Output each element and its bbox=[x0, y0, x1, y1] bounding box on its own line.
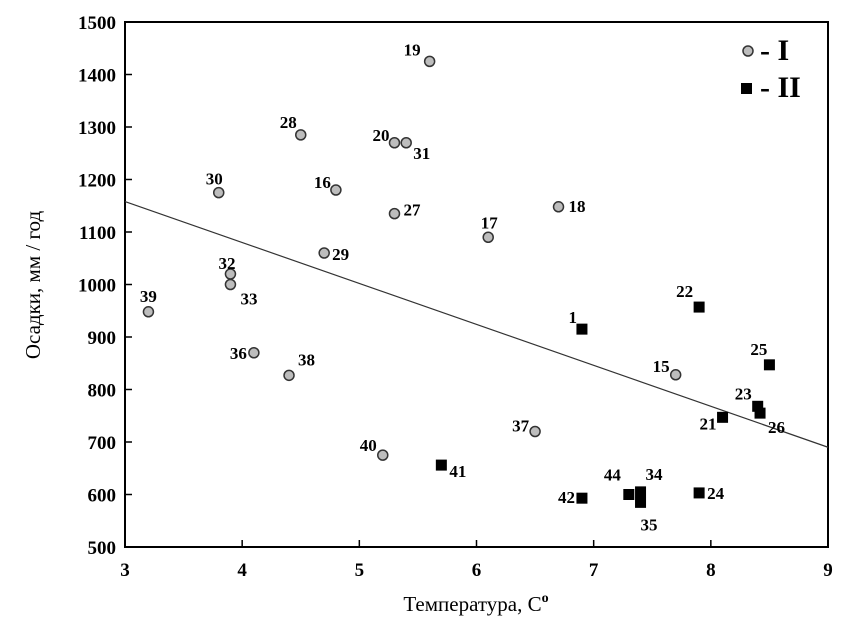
point-label: 39 bbox=[140, 287, 157, 306]
point-label: 36 bbox=[230, 344, 247, 363]
data-point-circle bbox=[482, 231, 494, 243]
point-label: 17 bbox=[481, 213, 499, 232]
data-point-square bbox=[635, 486, 647, 498]
point-label: 44 bbox=[604, 466, 622, 485]
x-tick-label: 7 bbox=[589, 560, 599, 581]
point-label: 35 bbox=[641, 515, 658, 534]
point-label: 31 bbox=[413, 144, 430, 163]
point-label: 29 bbox=[332, 245, 349, 264]
data-point-circle bbox=[330, 184, 342, 196]
data-point-circle bbox=[669, 369, 682, 381]
point-label: 37 bbox=[512, 417, 530, 436]
y-tick-label: 1200 bbox=[78, 171, 116, 192]
point-label: 22 bbox=[676, 282, 693, 301]
point-label: 18 bbox=[569, 197, 586, 216]
legend-label-2: - II bbox=[760, 71, 801, 104]
data-point-circle bbox=[388, 207, 401, 220]
ticks-layer: 3 4 5 6 7 8 9500600700800900100011001200130014… bbox=[78, 13, 833, 581]
data-point-square bbox=[754, 407, 766, 419]
data-point-square bbox=[576, 323, 588, 335]
legend-label-1: - I bbox=[760, 34, 789, 67]
legend-marker-square bbox=[741, 83, 752, 94]
trend-layer bbox=[124, 200, 829, 448]
data-point-square bbox=[763, 359, 775, 371]
point-label: 41 bbox=[449, 462, 466, 481]
y-tick-label: 800 bbox=[88, 381, 117, 402]
data-point-circle bbox=[400, 137, 412, 149]
y-tick-label: 1000 bbox=[78, 276, 116, 297]
y-tick-label: 1400 bbox=[78, 66, 116, 87]
y-axis-label: Осадки, мм / год bbox=[21, 211, 45, 360]
data-point-square bbox=[752, 400, 764, 412]
point-label: 21 bbox=[700, 414, 717, 433]
point-label: 28 bbox=[280, 113, 297, 132]
legend-marker-circle bbox=[742, 45, 754, 57]
y-tick-label: 1500 bbox=[78, 13, 116, 34]
x-tick-label: 8 bbox=[706, 560, 716, 581]
labels-layer: 19 28 20 31 30 16 27 18 17 29 32 33 39 36 38 15 37 40 22 1 2… bbox=[140, 40, 785, 534]
data-point-square bbox=[576, 492, 588, 504]
point-label: 19 bbox=[404, 40, 421, 59]
y-tick-label: 600 bbox=[88, 486, 117, 507]
x-tick-label: 4 bbox=[237, 560, 247, 581]
data-point-circle bbox=[212, 186, 225, 199]
x-tick-label: 9 bbox=[823, 560, 833, 581]
legend: - I - II bbox=[741, 34, 801, 104]
x-tick-label: 5 bbox=[355, 560, 365, 581]
data-point-square bbox=[635, 496, 647, 508]
points-layer bbox=[142, 55, 775, 508]
point-label: 25 bbox=[750, 340, 767, 359]
x-tick-label: 3 bbox=[120, 560, 130, 581]
point-label: 20 bbox=[372, 126, 389, 145]
x-axis-label: Температура, Сo bbox=[403, 591, 548, 616]
data-point-circle bbox=[529, 425, 541, 438]
point-label: 15 bbox=[653, 357, 670, 376]
point-label: 32 bbox=[218, 254, 235, 273]
point-label: 1 bbox=[568, 308, 577, 327]
point-label: 34 bbox=[646, 465, 664, 484]
x-axis-label-sup: o bbox=[542, 591, 549, 606]
y-tick-label: 1100 bbox=[79, 223, 116, 244]
point-label: 30 bbox=[206, 170, 223, 189]
data-point-circle bbox=[283, 369, 295, 382]
data-point-circle bbox=[224, 278, 237, 291]
y-tick-label: 1300 bbox=[78, 118, 116, 139]
x-tick-label: 6 bbox=[472, 560, 482, 581]
point-label: 24 bbox=[707, 484, 725, 503]
y-tick-label: 700 bbox=[88, 433, 117, 454]
point-label: 42 bbox=[558, 488, 575, 507]
data-point-circle bbox=[248, 347, 260, 359]
data-point-circle bbox=[318, 247, 330, 259]
y-tick-label: 900 bbox=[88, 328, 117, 349]
data-point-square bbox=[717, 411, 729, 423]
data-point-square bbox=[693, 301, 705, 313]
point-label: 27 bbox=[403, 201, 421, 220]
data-point-circle bbox=[377, 449, 389, 461]
data-point-square bbox=[693, 487, 705, 499]
data-point-circle bbox=[552, 201, 565, 213]
data-point-circle bbox=[295, 129, 307, 141]
point-label: 16 bbox=[314, 173, 331, 192]
data-point-circle bbox=[388, 137, 401, 149]
data-point-square bbox=[623, 489, 635, 500]
point-label: 38 bbox=[298, 350, 315, 369]
point-label: 33 bbox=[240, 290, 257, 309]
x-axis-label-text: Температура, С bbox=[403, 592, 541, 616]
data-point-circle bbox=[142, 306, 155, 318]
point-label: 26 bbox=[768, 418, 785, 437]
data-point-circle bbox=[423, 55, 436, 68]
y-tick-label: 500 bbox=[88, 538, 117, 559]
point-label: 40 bbox=[360, 436, 377, 455]
data-point-square bbox=[435, 459, 447, 471]
point-label: 23 bbox=[735, 384, 752, 403]
trend-line bbox=[124, 200, 829, 448]
